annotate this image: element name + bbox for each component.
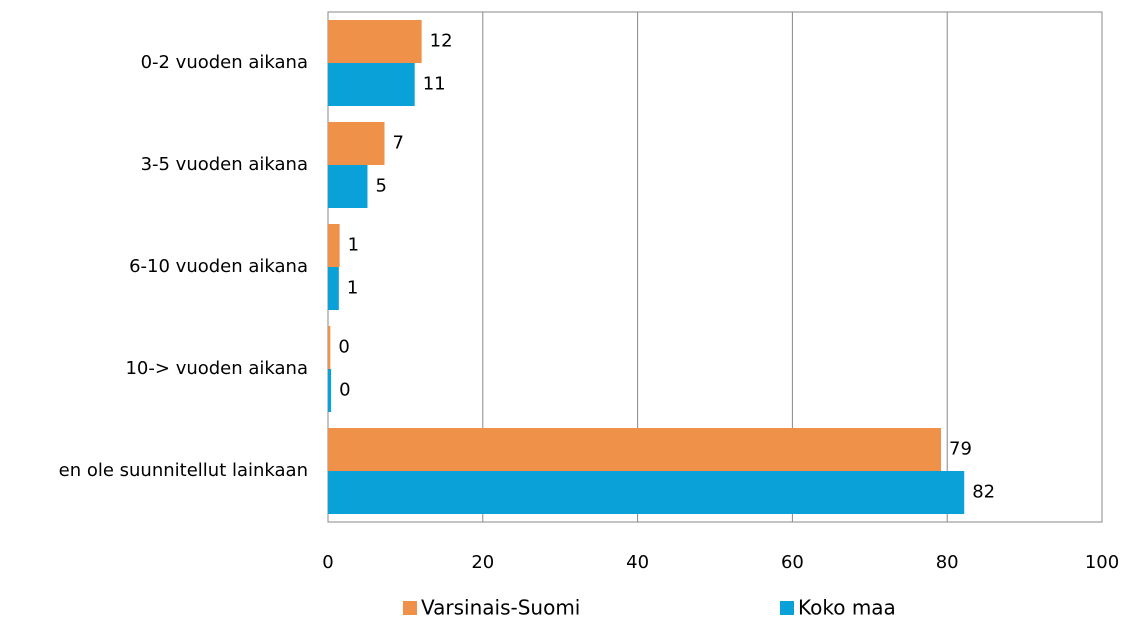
legend-label: Varsinais-Suomi [421,596,580,620]
data-label: 7 [393,133,404,154]
data-label: 1 [347,278,358,299]
y-tick-label: en ole suunnitellut lainkaan [59,460,308,481]
bar [328,224,340,267]
bar [328,122,385,165]
bar [328,369,332,412]
bar [328,63,415,106]
x-tick-label: 60 [781,552,804,573]
x-tick-label: 40 [626,552,649,573]
x-tick-label: 0 [322,552,333,573]
x-tick-label: 80 [936,552,959,573]
y-tick-label: 6-10 vuoden aikana [129,256,308,277]
data-label: 12 [430,31,453,52]
x-tick-label: 100 [1085,552,1119,573]
bar [328,471,965,514]
y-tick-label: 10-> vuoden aikana [125,358,308,379]
data-label: 5 [375,176,386,197]
bar [328,20,422,63]
bar [328,267,339,310]
legend-swatch [403,601,417,615]
y-tick-label: 3-5 vuoden aikana [141,154,308,175]
data-label: 0 [338,337,349,358]
legend-swatch [780,601,794,615]
bar [328,428,942,471]
x-tick-label: 20 [471,552,494,573]
data-label: 82 [972,482,995,503]
data-label: 11 [423,74,446,95]
data-label: 1 [348,235,359,256]
bar [328,165,368,208]
bar [328,326,331,369]
data-label: 0 [339,380,350,401]
data-label: 79 [949,439,972,460]
legend-label: Koko maa [798,596,896,620]
y-tick-label: 0-2 vuoden aikana [141,52,308,73]
